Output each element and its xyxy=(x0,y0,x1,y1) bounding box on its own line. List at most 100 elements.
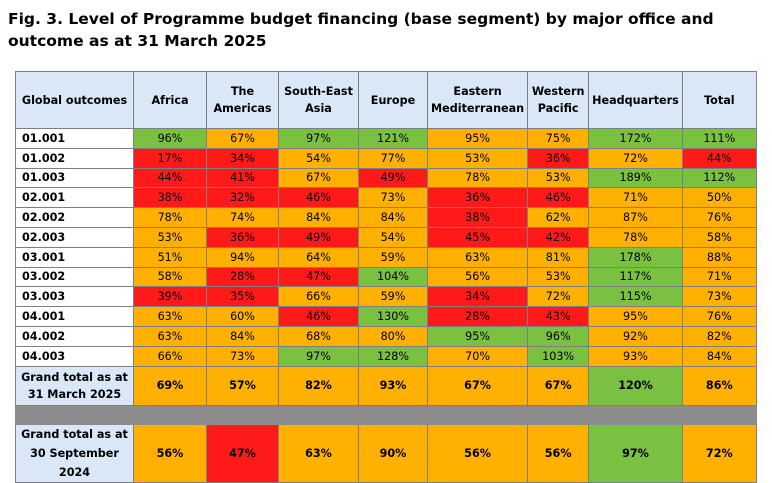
cell-south-east-asia: 49% xyxy=(278,226,359,248)
cell-europe: 49% xyxy=(358,167,428,189)
cell-headquarters: 92% xyxy=(588,325,683,347)
row-label: Grand total as at 30 September 2024 xyxy=(15,424,134,483)
cell-eastern-mediterranean: 78% xyxy=(426,167,529,189)
row-label: 04.001 xyxy=(15,306,134,327)
cell-eastern-mediterranean: 45% xyxy=(426,226,529,248)
row-label: 01.001 xyxy=(15,128,134,149)
cell-the-americas: 94% xyxy=(206,246,279,268)
cell-south-east-asia: 97% xyxy=(278,128,359,149)
cell-the-americas: 28% xyxy=(206,266,279,288)
cell-africa: 63% xyxy=(133,306,207,327)
cell-africa: 39% xyxy=(133,286,207,308)
cell-the-americas: 34% xyxy=(206,147,279,169)
grand-total-march-row: Grand total as at 31 March 2025 69% 57% 82%… xyxy=(15,365,757,406)
cell-africa: 58% xyxy=(133,266,207,288)
header-eastern-mediterranean: Eastern Mediterranean xyxy=(426,71,529,129)
row-label: 03.001 xyxy=(15,246,134,268)
cell-western-pacific: 43% xyxy=(527,306,590,327)
cell-western-pacific: 36% xyxy=(527,147,590,169)
outcome-row: 02.003 53% 36% 49% 54% 45% 42% 78% 58% xyxy=(15,226,757,248)
cell-europe: 93% xyxy=(358,365,428,406)
cell-headquarters: 87% xyxy=(588,207,683,228)
cell-total: 84% xyxy=(681,345,757,367)
cell-western-pacific: 53% xyxy=(527,167,590,189)
cell-europe: 80% xyxy=(358,325,428,347)
cell-europe: 73% xyxy=(358,187,428,209)
cell-western-pacific: 75% xyxy=(527,128,590,149)
cell-total: 44% xyxy=(681,147,757,169)
grand-total-september-row: Grand total as at 30 September 2024 56% 47… xyxy=(15,424,757,483)
cell-eastern-mediterranean: 63% xyxy=(426,246,529,268)
cell-headquarters: 115% xyxy=(588,286,683,308)
cell-the-americas: 36% xyxy=(206,226,279,248)
cell-headquarters: 189% xyxy=(588,167,683,189)
cell-europe: 77% xyxy=(358,147,428,169)
header-row: Global outcomes Africa The Americas Sout… xyxy=(15,71,757,129)
cell-eastern-mediterranean: 67% xyxy=(426,365,529,406)
cell-western-pacific: 72% xyxy=(527,286,590,308)
cell-europe: 84% xyxy=(358,207,428,228)
cell-africa: 78% xyxy=(133,207,207,228)
row-label: 02.002 xyxy=(15,207,134,228)
cell-south-east-asia: 82% xyxy=(278,365,359,406)
cell-western-pacific: 81% xyxy=(527,246,590,268)
cell-headquarters: 172% xyxy=(588,128,683,149)
cell-eastern-mediterranean: 36% xyxy=(426,187,529,209)
cell-total: 112% xyxy=(681,167,757,189)
cell-western-pacific: 53% xyxy=(527,266,590,288)
cell-headquarters: 95% xyxy=(588,306,683,327)
cell-the-americas: 35% xyxy=(206,286,279,308)
separator-bar xyxy=(15,404,757,426)
outcome-row: 01.002 17% 34% 54% 77% 53% 36% 72% 44% xyxy=(15,147,757,169)
row-label: 02.001 xyxy=(15,187,134,209)
cell-europe: 90% xyxy=(358,424,428,483)
header-europe: Europe xyxy=(358,71,428,129)
cell-europe: 128% xyxy=(358,345,428,367)
cell-western-pacific: 62% xyxy=(527,207,590,228)
cell-the-americas: 32% xyxy=(206,187,279,209)
separator-row xyxy=(15,404,757,426)
cell-eastern-mediterranean: 95% xyxy=(426,128,529,149)
cell-western-pacific: 67% xyxy=(527,365,590,406)
header-south-east-asia: South-East Asia xyxy=(278,71,359,129)
row-label: 03.003 xyxy=(15,286,134,308)
cell-europe: 121% xyxy=(358,128,428,149)
cell-south-east-asia: 84% xyxy=(278,207,359,228)
cell-south-east-asia: 63% xyxy=(278,424,359,483)
cell-south-east-asia: 67% xyxy=(278,167,359,189)
cell-south-east-asia: 47% xyxy=(278,266,359,288)
cell-total: 73% xyxy=(681,286,757,308)
cell-the-americas: 84% xyxy=(206,325,279,347)
cell-africa: 51% xyxy=(133,246,207,268)
cell-africa: 96% xyxy=(133,128,207,149)
cell-western-pacific: 103% xyxy=(527,345,590,367)
cell-south-east-asia: 66% xyxy=(278,286,359,308)
cell-total: 111% xyxy=(681,128,757,149)
cell-the-americas: 60% xyxy=(206,306,279,327)
cell-the-americas: 73% xyxy=(206,345,279,367)
header-global-outcomes: Global outcomes xyxy=(15,71,134,129)
cell-africa: 38% xyxy=(133,187,207,209)
cell-europe: 130% xyxy=(358,306,428,327)
cell-europe: 59% xyxy=(358,286,428,308)
header-total: Total xyxy=(681,71,757,129)
cell-eastern-mediterranean: 56% xyxy=(426,266,529,288)
cell-headquarters: 178% xyxy=(588,246,683,268)
cell-total: 76% xyxy=(681,306,757,327)
cell-headquarters: 97% xyxy=(588,424,683,483)
row-label: 03.002 xyxy=(15,266,134,288)
outcome-row: 02.002 78% 74% 84% 84% 38% 62% 87% 76% xyxy=(15,207,757,228)
cell-eastern-mediterranean: 53% xyxy=(426,147,529,169)
outcome-row: 03.002 58% 28% 47% 104% 56% 53% 117% 71% xyxy=(15,266,757,288)
outcome-row: 02.001 38% 32% 46% 73% 36% 46% 71% 50% xyxy=(15,187,757,209)
cell-the-americas: 74% xyxy=(206,207,279,228)
cell-western-pacific: 46% xyxy=(527,187,590,209)
cell-total: 86% xyxy=(681,365,757,406)
cell-headquarters: 71% xyxy=(588,187,683,209)
outcome-row: 01.003 44% 41% 67% 49% 78% 53% 189% 112% xyxy=(15,167,757,189)
cell-africa: 44% xyxy=(133,167,207,189)
row-label: 02.003 xyxy=(15,226,134,248)
cell-south-east-asia: 46% xyxy=(278,187,359,209)
row-label: 01.002 xyxy=(15,147,134,169)
outcome-row: 03.003 39% 35% 66% 59% 34% 72% 115% 73% xyxy=(15,286,757,308)
